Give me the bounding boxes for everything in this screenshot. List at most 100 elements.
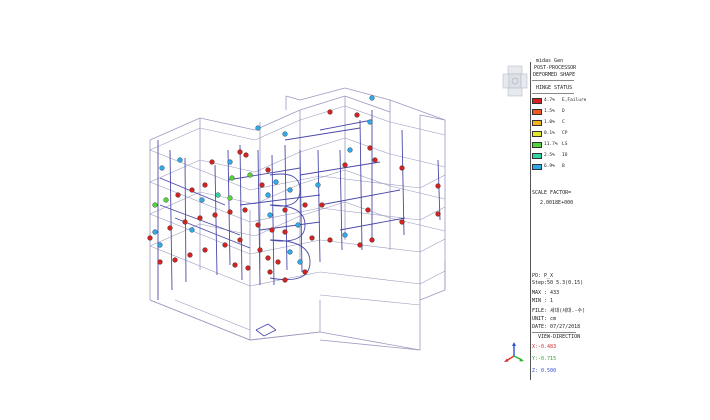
hinge-marker — [275, 259, 281, 265]
file-name: FILE: 세대(세대.-수) — [532, 308, 586, 314]
legend-label: D — [562, 109, 565, 114]
hinge-marker — [257, 247, 263, 253]
view-direction-x: X:-0.483 — [532, 344, 557, 350]
view-direction-y: Y:-0.715 — [532, 356, 557, 362]
hinge-marker — [435, 211, 441, 217]
hinge-marker — [152, 202, 158, 208]
frame-member — [254, 119, 301, 141]
frame-member — [419, 206, 446, 221]
legend-label: C — [562, 120, 565, 125]
hinge-marker — [267, 212, 273, 218]
column-member — [257, 149, 261, 286]
frame-member — [149, 117, 201, 141]
frame-member — [319, 239, 421, 253]
column-member — [317, 149, 321, 263]
hinge-marker — [159, 165, 165, 171]
beam-member — [174, 217, 251, 249]
unit-label: UNIT: cm — [532, 316, 557, 322]
hinge-marker — [287, 187, 293, 193]
frame-member — [199, 127, 256, 141]
hinge-marker — [157, 259, 163, 265]
column-member — [299, 149, 303, 273]
legend-swatch — [532, 131, 542, 137]
column-member — [339, 149, 343, 251]
frame-member — [319, 294, 421, 306]
hinge-marker — [237, 237, 243, 243]
hinge-marker — [282, 277, 288, 283]
hinge-marker — [342, 162, 348, 168]
frame-member — [319, 271, 421, 285]
hinge-marker — [197, 215, 203, 221]
frame-member — [299, 87, 346, 101]
column-member — [359, 119, 363, 251]
view-cube-icon[interactable] — [502, 64, 528, 100]
hinge-marker — [243, 152, 249, 158]
frame-member — [319, 339, 421, 351]
hinge-marker — [222, 242, 228, 248]
frame-member — [389, 217, 446, 232]
curved-member — [269, 204, 306, 242]
frame-member — [149, 299, 251, 341]
frame-member — [344, 95, 391, 113]
hinge-marker — [215, 192, 221, 198]
frame-member — [299, 201, 346, 217]
frame-member — [344, 105, 391, 123]
legend-title: HINGE STATUS — [536, 85, 573, 91]
scale-factor-label: SCALE FACTOR= — [532, 190, 572, 196]
column-member — [437, 159, 441, 221]
frame-member — [149, 245, 251, 287]
step-info: Step:50 5.3(0.15) — [532, 280, 584, 286]
structure-model[interactable] — [0, 0, 520, 420]
hinge-marker — [282, 229, 288, 235]
legend-swatch — [532, 153, 542, 159]
hinge-marker — [282, 131, 288, 137]
frame-member — [149, 127, 201, 151]
hinge-marker — [202, 247, 208, 253]
hinge-marker — [367, 119, 373, 125]
hinge-marker — [282, 207, 288, 213]
frame-member — [254, 151, 301, 173]
legend-label: IO — [562, 153, 568, 158]
hinge-marker — [342, 232, 348, 238]
hinge-marker — [369, 237, 375, 243]
hinge-marker — [147, 235, 153, 241]
hinge-marker — [367, 145, 373, 151]
legend-swatch — [532, 109, 542, 115]
legend-swatch — [532, 98, 542, 104]
frame-member — [344, 137, 391, 155]
legend-percent: 4.7% — [544, 98, 555, 103]
axis-triad-icon — [503, 342, 525, 364]
frame-member — [254, 109, 301, 131]
frame-member — [254, 215, 301, 237]
beam-member — [284, 127, 361, 141]
hinge-marker — [302, 269, 308, 275]
hinge-marker — [175, 192, 181, 198]
frame-member — [389, 185, 446, 200]
beam-member — [299, 161, 381, 176]
frame-member — [419, 114, 446, 121]
frame-member — [249, 175, 321, 191]
frame-member — [199, 117, 256, 131]
curved-member — [269, 173, 301, 207]
hinge-marker — [237, 149, 243, 155]
hinge-marker — [265, 167, 271, 173]
model-viewport[interactable] — [0, 0, 520, 420]
hinge-marker — [327, 109, 333, 115]
hinge-marker — [172, 257, 178, 263]
hinge-marker — [372, 157, 378, 163]
view-direction-title: VIEW-DIRECTION — [538, 334, 581, 340]
column-member — [214, 164, 218, 276]
hinge-marker — [247, 172, 253, 178]
hinge-marker — [202, 182, 208, 188]
frame-member — [149, 159, 201, 183]
view-direction-z: Z: 0.500 — [532, 368, 557, 374]
hinge-marker — [177, 157, 183, 163]
beam-member — [339, 217, 406, 231]
legend-swatch — [532, 164, 542, 170]
hinge-marker — [369, 95, 375, 101]
result-panel: midas Gen POST-PROCESSOR DEFORMED SHAPE … — [528, 58, 708, 380]
legend-label: LS — [562, 142, 568, 147]
hinge-marker — [354, 112, 360, 118]
hinge-marker — [287, 249, 293, 255]
hinge-marker — [315, 182, 321, 188]
